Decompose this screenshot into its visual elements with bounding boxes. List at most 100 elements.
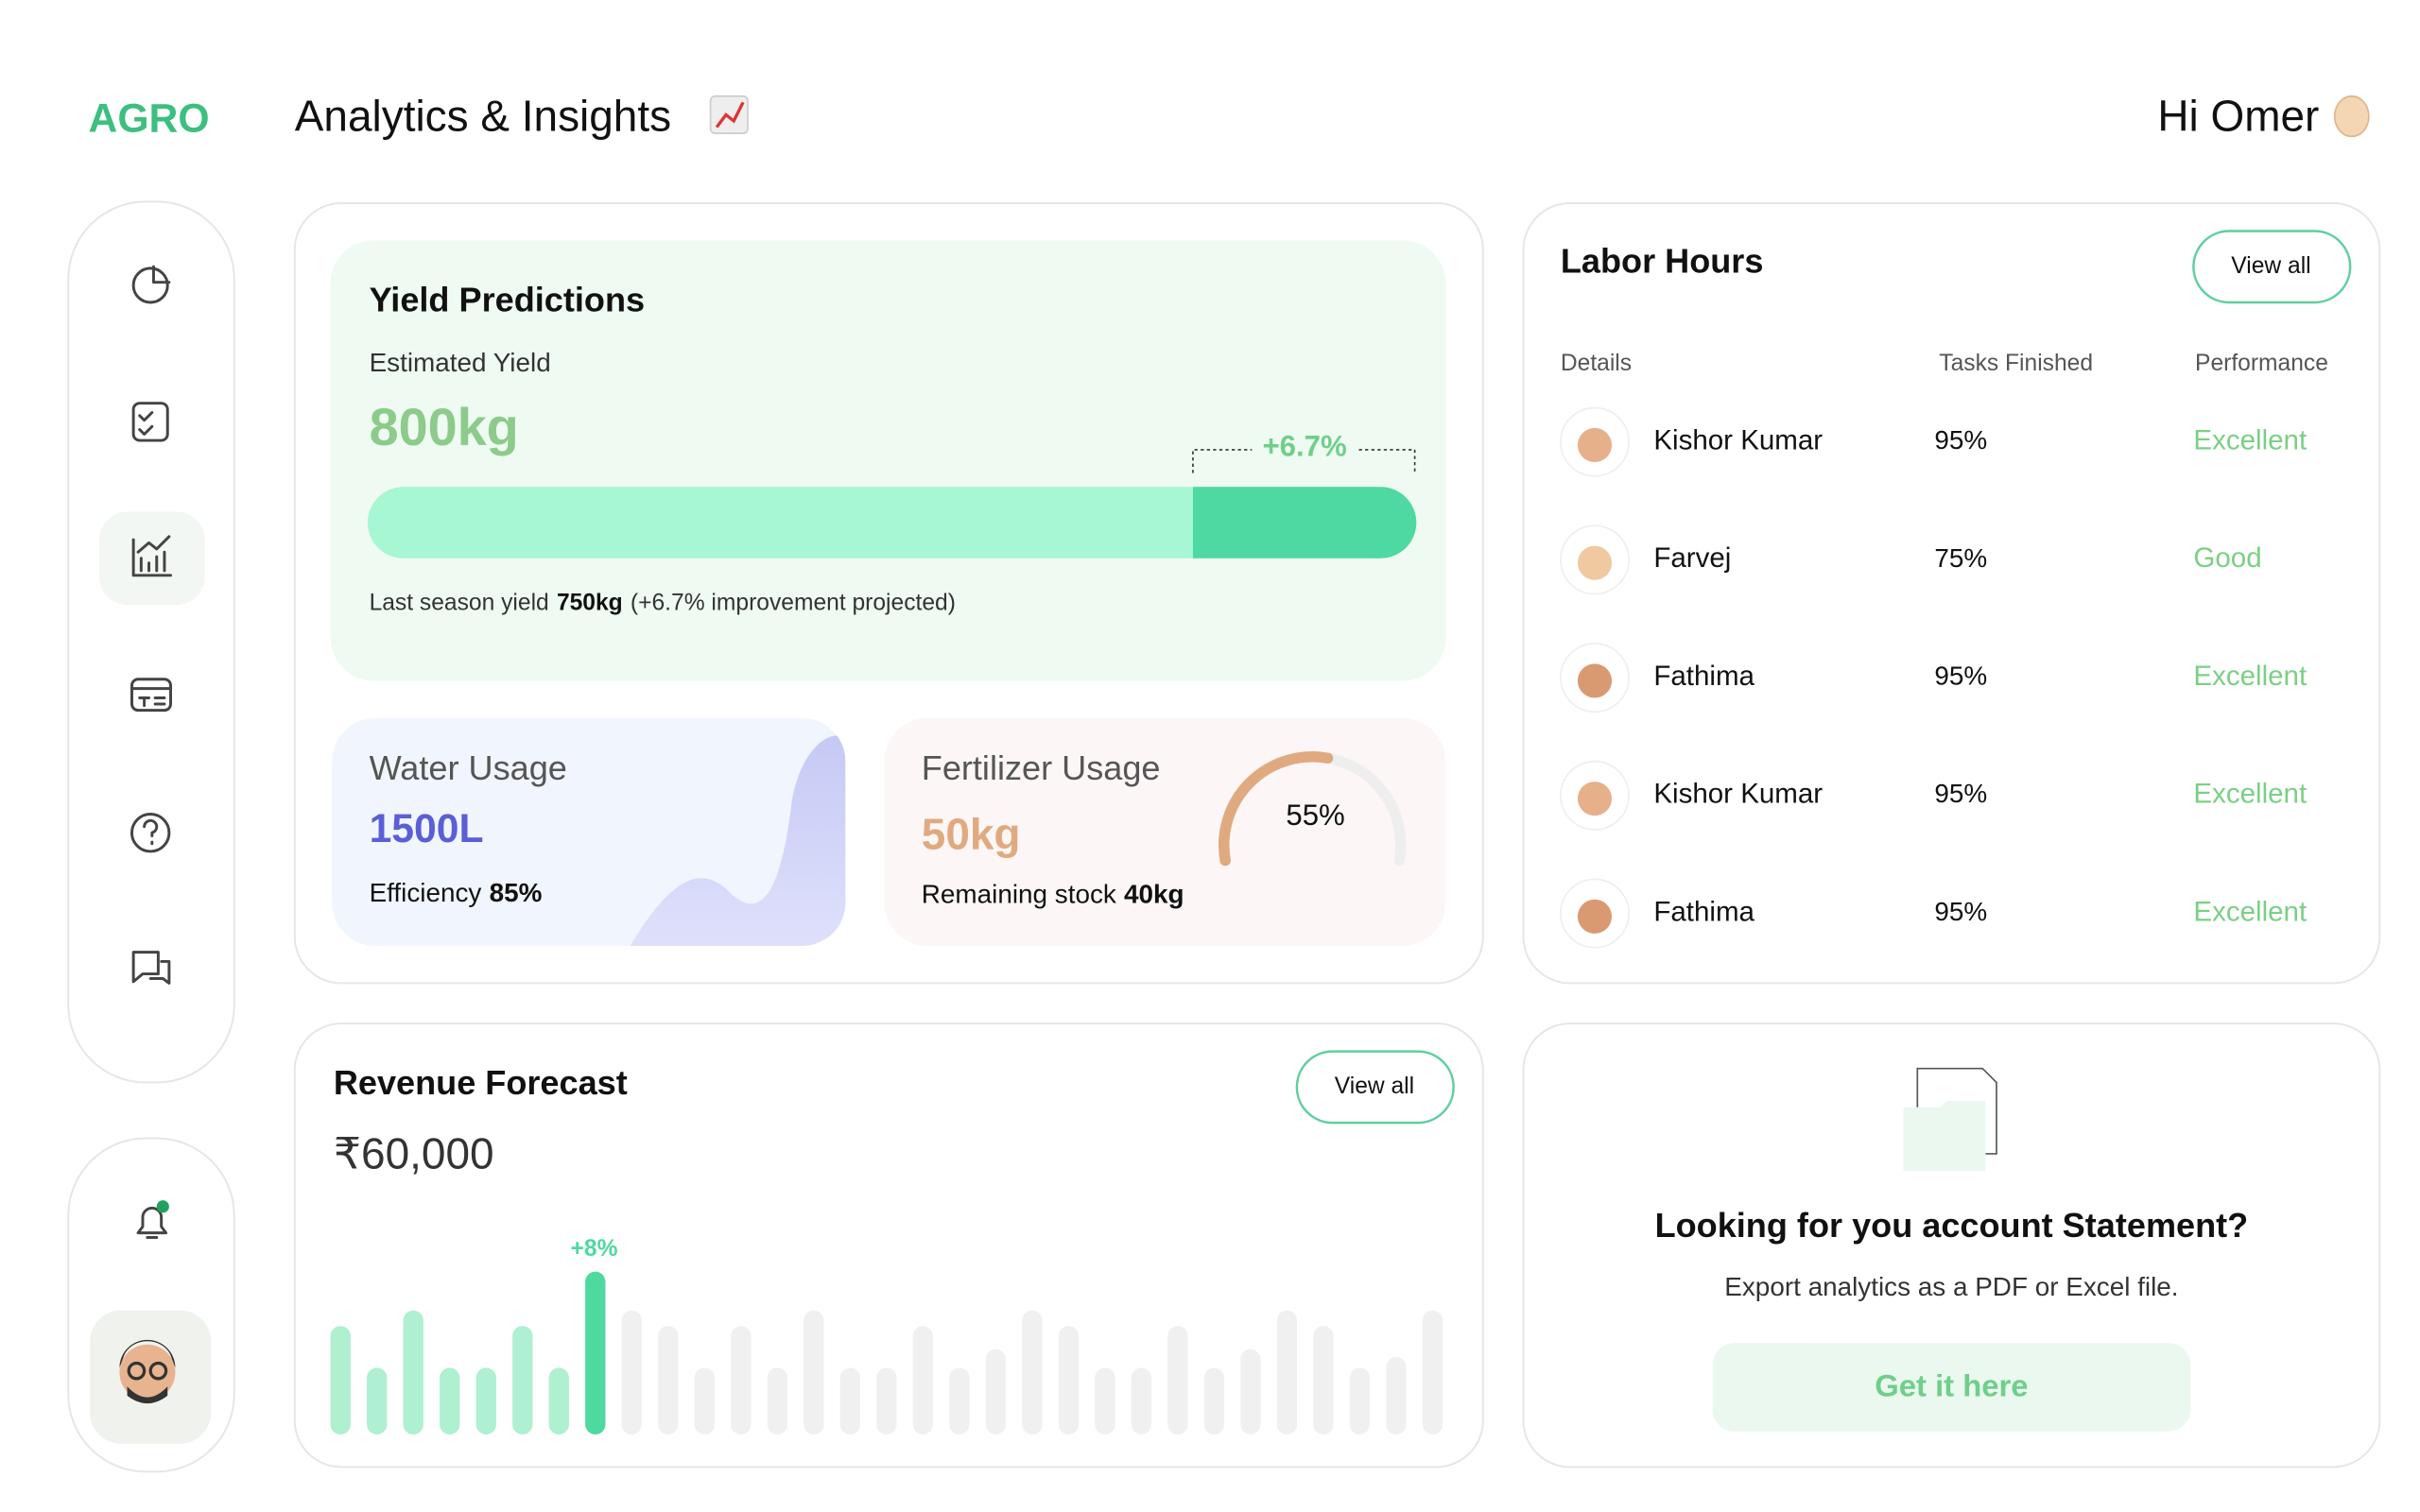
yield-panel [330,240,1446,681]
water-value: 1500L [370,806,484,851]
worker-name: Fathima [1653,896,1754,927]
view-all-button[interactable] [2192,230,2352,304]
nav-tasks[interactable] [131,402,169,442]
revenue-bar [621,1310,642,1435]
fertilizer-title: Fertilizer Usage [922,748,1161,787]
labor-title: Labor Hours [1561,242,1764,281]
sidebar [67,200,235,1084]
statement-subtitle: Export analytics as a PDF or Excel file. [1724,1272,2178,1301]
revenue-amount: ₹60,000 [334,1128,494,1177]
revenue-bar [440,1367,460,1435]
revenue-bar [1422,1310,1443,1435]
view-all-label: View all [1335,1074,1414,1099]
worker-name: Kishor Kumar [1653,424,1823,455]
caption-note: (+6.7% improvement projected) [631,590,956,615]
column-header: Details [1561,351,1632,376]
revenue-bar [912,1326,934,1435]
yield-bar-increase [1192,487,1417,558]
tasks-finished: 95% [1934,779,1987,808]
revenue-bar [367,1367,388,1435]
revenue-bar [1240,1349,1261,1435]
gauge-label: 55% [1286,799,1344,832]
worker-face [1577,899,1613,934]
revenue-bar [949,1367,970,1435]
efficiency-label: Efficiency [370,878,482,907]
revenue-bar [1095,1367,1115,1435]
yield-subtitle: Estimated Yield [370,348,551,377]
worker-name: Kishor Kumar [1653,779,1823,810]
stock-value: 40kg [1124,880,1184,909]
revenue-bar [694,1367,715,1435]
nav-help[interactable] [130,813,171,853]
column-header: Tasks Finished [1939,351,2093,376]
fertilizer-panel [884,717,1446,947]
revenue-bar [330,1326,351,1435]
statement-title: Looking for you account Statement? [1655,1206,2249,1245]
water-efficiency: Efficiency 85% [370,878,543,907]
nav-reports[interactable] [130,678,172,713]
nav-active-bg [99,511,205,605]
revenue-bar [839,1367,861,1435]
revenue-bar [804,1310,824,1435]
worker-face [1577,545,1613,580]
nav-analytics[interactable] [131,535,172,577]
water-title: Water Usage [370,748,567,787]
document-icon [1903,1067,1997,1171]
nav-dashboard[interactable] [131,265,171,304]
revenue-bar [731,1326,752,1435]
gauge-fill [1219,751,1334,867]
performance: Excellent [2193,779,2307,810]
revenue-bar [1349,1367,1371,1435]
wave-emoji [2333,94,2370,138]
fertilizer-value: 50kg [922,809,1021,858]
chart-emoji [709,94,749,134]
column-header: Performance [2195,351,2328,376]
performance: Excellent [2193,896,2307,927]
worker-face [1577,427,1613,463]
worker-name: Fathima [1653,661,1754,692]
fertilizer-stock: Remaining stock 40kg [922,880,1184,909]
revenue-bar [403,1310,424,1435]
yield-value: 800kg [370,397,519,456]
labor-card [1522,201,2381,985]
revenue-bar [512,1326,533,1435]
get-statement-button[interactable] [1712,1343,2191,1432]
revenue-bar [1313,1326,1334,1435]
revenue-bar [1386,1356,1407,1435]
tasks-finished: 95% [1934,425,1987,455]
efficiency-value: 85% [490,878,543,907]
revenue-bar [876,1367,897,1435]
tasks-finished: 95% [1934,662,1987,691]
nav-chat[interactable] [131,951,171,985]
performance: Good [2193,542,2261,574]
yield-bar [367,487,1417,558]
notifications[interactable] [136,1200,169,1240]
worker-face [1577,663,1613,698]
revenue-bar [985,1349,1007,1435]
page-title: Analytics & Insights [295,91,671,140]
yield-change: +6.7% [1262,429,1346,462]
water-wave [628,735,846,947]
stock-label: Remaining stock [922,880,1116,909]
revenue-bar [658,1326,679,1435]
performance: Excellent [2193,661,2307,692]
revenue-change: +8% [571,1236,618,1262]
revenue-bar [1276,1310,1298,1435]
revenue-bar [1131,1367,1152,1435]
yield-title: Yield Predictions [370,281,645,319]
tasks-finished: 75% [1934,543,1987,573]
revenue-title: Revenue Forecast [334,1063,628,1102]
revenue-bar [1203,1367,1225,1435]
view-all-button[interactable] [1295,1050,1455,1125]
performance: Excellent [2193,424,2307,455]
revenue-bar [585,1271,606,1435]
get-statement-label: Get it here [1875,1367,2028,1402]
logo[interactable]: AGRO [89,95,210,141]
worker-face [1577,782,1613,816]
revenue-bar [1167,1326,1188,1435]
revenue-bar [475,1367,496,1435]
yield-caption: Last season yield 750kg (+6.7% improvement… [370,590,956,615]
profile-face [119,1339,176,1404]
worker-name: Farvej [1653,542,1731,574]
